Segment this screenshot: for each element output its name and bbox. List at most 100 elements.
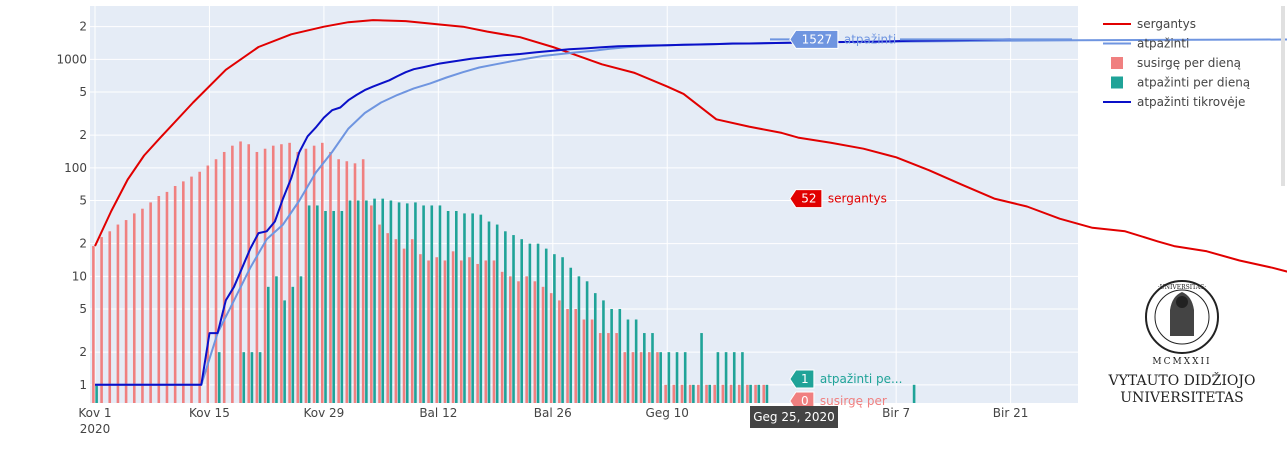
bar-atpazinti-per-diena[interactable] bbox=[634, 319, 638, 403]
bar-susirge-per-diena[interactable] bbox=[132, 213, 136, 403]
bar-susirge-per-diena[interactable] bbox=[296, 151, 300, 403]
bar-atpazinti-per-diena[interactable] bbox=[250, 352, 254, 403]
bar-atpazinti-per-diena[interactable] bbox=[479, 214, 483, 403]
bar-susirge-per-diena[interactable] bbox=[656, 352, 659, 403]
bar-atpazinti-per-diena[interactable] bbox=[405, 203, 409, 403]
bar-atpazinti-per-diena[interactable] bbox=[217, 352, 221, 403]
bar-susirge-per-diena[interactable] bbox=[517, 281, 520, 403]
bar-susirge-per-diena[interactable] bbox=[648, 352, 651, 403]
bar-atpazinti-per-diena[interactable] bbox=[553, 254, 556, 403]
bar-susirge-per-diena[interactable] bbox=[149, 202, 152, 403]
legend-item-susirge-per-diena[interactable]: susirgę per dieną bbox=[1111, 56, 1241, 70]
bar-susirge-per-diena[interactable] bbox=[410, 239, 414, 403]
bar-atpazinti-per-diena[interactable] bbox=[414, 202, 417, 403]
bar-susirge-per-diena[interactable] bbox=[378, 224, 381, 403]
bar-susirge-per-diena[interactable] bbox=[288, 142, 291, 403]
bar-susirge-per-diena[interactable] bbox=[582, 319, 586, 403]
bar-susirge-per-diena[interactable] bbox=[615, 333, 618, 403]
bar-susirge-per-diena[interactable] bbox=[165, 191, 169, 403]
bar-susirge-per-diena[interactable] bbox=[484, 260, 488, 403]
bar-susirge-per-diena[interactable] bbox=[321, 142, 324, 403]
bar-susirge-per-diena[interactable] bbox=[92, 246, 95, 403]
bar-susirge-per-diena[interactable] bbox=[762, 384, 766, 403]
bar-susirge-per-diena[interactable] bbox=[247, 144, 251, 404]
bar-susirge-per-diena[interactable] bbox=[329, 151, 332, 403]
bar-susirge-per-diena[interactable] bbox=[443, 260, 447, 403]
bar-atpazinti-per-diena[interactable] bbox=[692, 384, 695, 403]
bar-atpazinti-per-diena[interactable] bbox=[332, 210, 335, 403]
bar-susirge-per-diena[interactable] bbox=[509, 276, 512, 403]
bar-atpazinti-per-diena[interactable] bbox=[381, 198, 385, 403]
bar-atpazinti-per-diena[interactable] bbox=[258, 352, 262, 403]
bar-susirge-per-diena[interactable] bbox=[631, 352, 635, 403]
bar-susirge-per-diena[interactable] bbox=[173, 185, 177, 403]
bar-atpazinti-per-diena[interactable] bbox=[528, 243, 532, 403]
bar-atpazinti-per-diena[interactable] bbox=[422, 205, 425, 403]
bar-atpazinti-per-diena[interactable] bbox=[912, 384, 916, 403]
bar-susirge-per-diena[interactable] bbox=[353, 163, 357, 403]
bar-atpazinti-per-diena[interactable] bbox=[316, 205, 319, 403]
bar-susirge-per-diena[interactable] bbox=[574, 308, 578, 403]
bar-susirge-per-diena[interactable] bbox=[476, 263, 479, 403]
bar-susirge-per-diena[interactable] bbox=[705, 384, 708, 403]
bar-atpazinti-per-diena[interactable] bbox=[324, 210, 327, 403]
bar-susirge-per-diena[interactable] bbox=[729, 384, 733, 403]
bar-susirge-per-diena[interactable] bbox=[345, 161, 349, 403]
bar-susirge-per-diena[interactable] bbox=[664, 384, 667, 403]
bar-susirge-per-diena[interactable] bbox=[124, 220, 128, 403]
bar-atpazinti-per-diena[interactable] bbox=[716, 352, 720, 403]
bar-atpazinti-per-diena[interactable] bbox=[569, 267, 573, 403]
bar-atpazinti-per-diena[interactable] bbox=[643, 333, 646, 403]
bar-susirge-per-diena[interactable] bbox=[688, 384, 692, 403]
bar-atpazinti-per-diena[interactable] bbox=[610, 308, 613, 403]
bar-atpazinti-per-diena[interactable] bbox=[487, 221, 491, 403]
bar-atpazinti-per-diena[interactable] bbox=[626, 319, 630, 403]
bar-susirge-per-diena[interactable] bbox=[697, 384, 700, 403]
bar-susirge-per-diena[interactable] bbox=[451, 251, 455, 403]
bar-susirge-per-diena[interactable] bbox=[713, 384, 716, 403]
bar-atpazinti-per-diena[interactable] bbox=[536, 243, 540, 403]
bar-susirge-per-diena[interactable] bbox=[737, 384, 741, 403]
bar-susirge-per-diena[interactable] bbox=[639, 352, 643, 403]
bar-susirge-per-diena[interactable] bbox=[566, 308, 569, 403]
bar-susirge-per-diena[interactable] bbox=[419, 254, 422, 403]
bar-susirge-per-diena[interactable] bbox=[141, 208, 144, 403]
bar-susirge-per-diena[interactable] bbox=[304, 148, 308, 403]
bar-atpazinti-per-diena[interactable] bbox=[471, 213, 474, 403]
bar-susirge-per-diena[interactable] bbox=[680, 384, 684, 403]
bar-atpazinti-per-diena[interactable] bbox=[348, 200, 352, 403]
bar-atpazinti-per-diena[interactable] bbox=[749, 384, 752, 403]
bar-susirge-per-diena[interactable] bbox=[214, 159, 218, 403]
legend-item-atpazinti-tikroveje[interactable]: atpažinti tikrovėje bbox=[1103, 95, 1245, 109]
legend-item-atpazinti-per-diena[interactable]: atpažinti per dieną bbox=[1111, 76, 1250, 90]
bar-atpazinti-per-diena[interactable] bbox=[373, 198, 376, 403]
bar-atpazinti-per-diena[interactable] bbox=[561, 257, 564, 403]
bar-atpazinti-per-diena[interactable] bbox=[455, 210, 458, 403]
bar-susirge-per-diena[interactable] bbox=[590, 319, 594, 403]
bar-atpazinti-per-diena[interactable] bbox=[741, 352, 744, 403]
bar-atpazinti-per-diena[interactable] bbox=[397, 202, 401, 403]
bar-atpazinti-per-diena[interactable] bbox=[438, 205, 442, 403]
bar-susirge-per-diena[interactable] bbox=[337, 159, 340, 403]
legend-item-atpazinti[interactable]: atpažinti bbox=[1103, 37, 1189, 51]
bar-susirge-per-diena[interactable] bbox=[222, 151, 226, 403]
bar-atpazinti-per-diena[interactable] bbox=[651, 333, 654, 403]
bar-susirge-per-diena[interactable] bbox=[533, 281, 537, 403]
bar-susirge-per-diena[interactable] bbox=[198, 171, 201, 403]
bar-susirge-per-diena[interactable] bbox=[108, 231, 112, 403]
bar-atpazinti-per-diena[interactable] bbox=[275, 276, 278, 403]
legend-item-sergantys[interactable]: sergantys bbox=[1103, 17, 1196, 31]
line-sergantys[interactable] bbox=[94, 19, 1287, 319]
bar-susirge-per-diena[interactable] bbox=[672, 384, 676, 403]
bar-atpazinti-per-diena[interactable] bbox=[659, 352, 662, 403]
bar-atpazinti-per-diena[interactable] bbox=[708, 384, 712, 403]
bar-susirge-per-diena[interactable] bbox=[598, 333, 602, 403]
bar-susirge-per-diena[interactable] bbox=[459, 260, 463, 403]
bar-susirge-per-diena[interactable] bbox=[116, 224, 120, 403]
bar-susirge-per-diena[interactable] bbox=[754, 384, 757, 403]
bar-susirge-per-diena[interactable] bbox=[492, 260, 496, 403]
bar-atpazinti-per-diena[interactable] bbox=[307, 205, 311, 403]
bar-atpazinti-per-diena[interactable] bbox=[463, 213, 466, 403]
bar-susirge-per-diena[interactable] bbox=[721, 384, 725, 403]
bar-atpazinti-per-diena[interactable] bbox=[577, 276, 581, 403]
